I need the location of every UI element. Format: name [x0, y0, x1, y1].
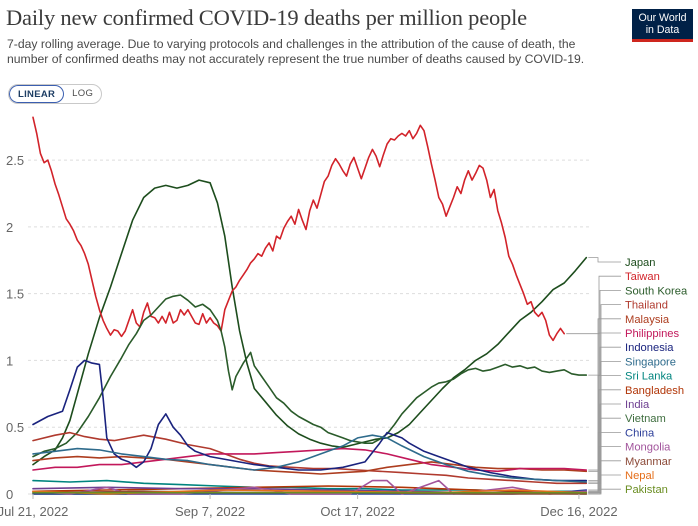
legend-label-sri-lanka[interactable]: Sri Lanka — [625, 371, 673, 383]
series-line-malaysia[interactable] — [32, 455, 588, 475]
series-line-nepal[interactable] — [32, 489, 588, 495]
legend-label-indonesia[interactable]: Indonesia — [625, 342, 674, 354]
linear-scale-button[interactable]: LINEAR — [9, 85, 65, 103]
legend-connector — [566, 275, 621, 335]
legend-connector — [588, 488, 621, 494]
legend-connector — [588, 304, 621, 484]
owid-logo[interactable]: Our World in Data — [632, 9, 693, 42]
y-tick-label: 0 — [6, 487, 13, 502]
legend-connector — [588, 403, 621, 494]
chart-subtitle: 7-day rolling average. Due to varying pr… — [7, 37, 585, 66]
x-tick-label: Sep 7, 2022 — [175, 504, 245, 519]
legend-label-philippines[interactable]: Philippines — [625, 328, 680, 340]
y-tick-label: 0.5 — [6, 420, 24, 435]
series-line-singapore[interactable] — [32, 434, 588, 483]
legend-connector — [588, 318, 621, 472]
chart-title: Daily new confirmed COVID-19 deaths per … — [6, 5, 527, 30]
legend-label-china[interactable]: China — [625, 427, 655, 439]
legend-connector — [588, 361, 621, 483]
legend-label-nepal[interactable]: Nepal — [625, 470, 654, 482]
legend-label-pakistan[interactable]: Pakistan — [625, 484, 668, 496]
scale-toggle[interactable]: LINEAR LOG — [8, 84, 103, 104]
legend-label-mongolia[interactable]: Mongolia — [625, 442, 671, 454]
series-line-south-korea[interactable] — [32, 294, 588, 458]
legend-connector — [588, 446, 621, 492]
legend-label-bangladesh[interactable]: Bangladesh — [625, 385, 684, 397]
legend-label-taiwan[interactable]: Taiwan — [625, 271, 660, 283]
logo-line-2: in Data — [645, 24, 680, 36]
series-line-indonesia[interactable] — [32, 359, 588, 482]
legend-label-vietnam[interactable]: Vietnam — [625, 413, 666, 425]
legend-connector — [588, 332, 621, 471]
legend-label-myanmar[interactable]: Myanmar — [625, 456, 672, 468]
legend-label-japan[interactable]: Japan — [625, 257, 655, 269]
legend-connector — [588, 375, 621, 492]
x-tick-label: Oct 17, 2022 — [320, 504, 394, 519]
x-tick-label: Jul 21, 2022 — [0, 504, 68, 519]
series-line-taiwan[interactable] — [32, 116, 565, 342]
x-tick-label: Dec 16, 2022 — [540, 504, 617, 519]
log-scale-button[interactable]: LOG — [72, 88, 94, 99]
y-tick-label: 1 — [6, 353, 13, 368]
y-tick-label: 1.5 — [6, 287, 24, 302]
legend-connector — [588, 460, 621, 495]
logo-line-1: Our World — [638, 12, 687, 24]
legend-connector — [588, 257, 621, 263]
legend-label-south-korea[interactable]: South Korea — [625, 285, 688, 297]
legend-label-thailand[interactable]: Thailand — [625, 300, 668, 312]
legend-label-india[interactable]: India — [625, 399, 650, 411]
legend-connector — [588, 417, 621, 495]
y-tick-label: 2 — [6, 220, 13, 235]
legend-label-malaysia[interactable]: Malaysia — [625, 314, 670, 326]
legend-label-singapore[interactable]: Singapore — [625, 356, 676, 368]
series-line-philippines[interactable] — [32, 447, 588, 473]
legend-connector — [588, 432, 621, 491]
legend-connector — [588, 389, 621, 494]
series-line-japan[interactable] — [32, 179, 588, 466]
y-tick-label: 2.5 — [6, 153, 24, 168]
